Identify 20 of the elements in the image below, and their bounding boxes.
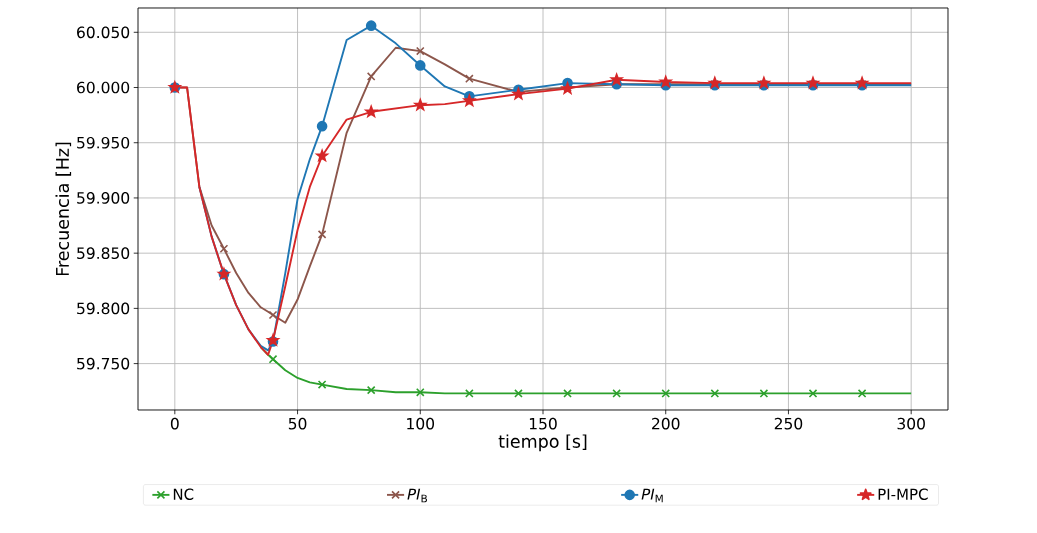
x-tick-label: 50 — [288, 417, 307, 430]
y-tick-label: 59.750 — [77, 357, 130, 370]
y-tick-label: 60.000 — [77, 81, 130, 94]
legend-label: PI$_{M}$ — [641, 488, 663, 503]
y-tick-label: 59.900 — [77, 192, 130, 204]
y-tick-label: 59.850 — [77, 247, 130, 260]
legend-label: NC — [173, 488, 194, 500]
legend-label: PI$_{B}$ — [407, 488, 427, 503]
y-tick-label: 60.050 — [77, 26, 130, 39]
y-axis-title: Frecuencia [Hz] — [55, 142, 72, 276]
x-tick-label: 250 — [774, 417, 803, 430]
y-tick-label: 59.800 — [77, 302, 130, 315]
legend-label: PI-MPC — [878, 488, 928, 500]
x-tick-label: 150 — [529, 417, 557, 430]
x-tick-label: 100 — [407, 417, 435, 430]
x-tick-label: 200 — [652, 417, 680, 430]
x-tick-label: 300 — [897, 417, 925, 430]
y-tick-label: 59.950 — [77, 136, 130, 149]
x-tick-label: 0 — [170, 417, 179, 430]
x-axis-title: tiempo [s] — [498, 434, 587, 452]
